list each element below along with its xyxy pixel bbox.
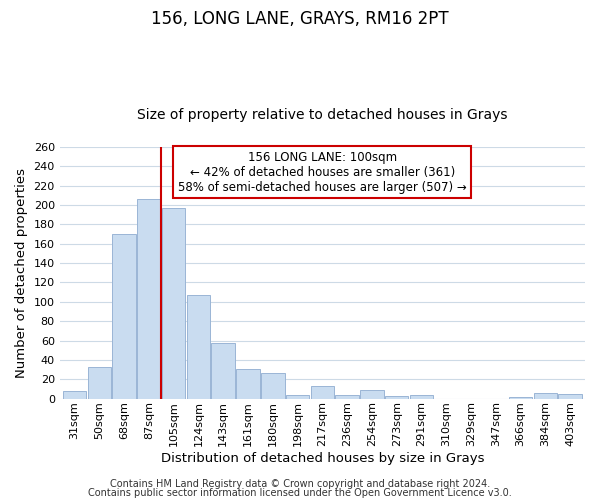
X-axis label: Distribution of detached houses by size in Grays: Distribution of detached houses by size … (161, 452, 484, 465)
Bar (559, 394, 582, 398)
Bar (286, 395, 310, 398)
Text: 156 LONG LANE: 100sqm
← 42% of detached houses are smaller (361)
58% of semi-det: 156 LONG LANE: 100sqm ← 42% of detached … (178, 150, 467, 194)
Text: Contains HM Land Registry data © Crown copyright and database right 2024.: Contains HM Land Registry data © Crown c… (110, 479, 490, 489)
Y-axis label: Number of detached properties: Number of detached properties (15, 168, 28, 378)
Bar (533, 393, 557, 398)
Bar (410, 395, 433, 398)
Text: Contains public sector information licensed under the Open Government Licence v3: Contains public sector information licen… (88, 488, 512, 498)
Bar (311, 386, 334, 398)
Bar (211, 344, 235, 398)
Bar (261, 372, 284, 398)
Bar (236, 368, 260, 398)
Bar (509, 396, 532, 398)
Bar (360, 390, 383, 398)
Bar (335, 395, 359, 398)
Bar (63, 391, 86, 398)
Bar (162, 208, 185, 398)
Text: 156, LONG LANE, GRAYS, RM16 2PT: 156, LONG LANE, GRAYS, RM16 2PT (151, 10, 449, 28)
Bar (112, 234, 136, 398)
Bar (385, 396, 409, 398)
Title: Size of property relative to detached houses in Grays: Size of property relative to detached ho… (137, 108, 508, 122)
Bar (88, 366, 111, 398)
Bar (187, 295, 210, 399)
Bar (137, 199, 161, 398)
